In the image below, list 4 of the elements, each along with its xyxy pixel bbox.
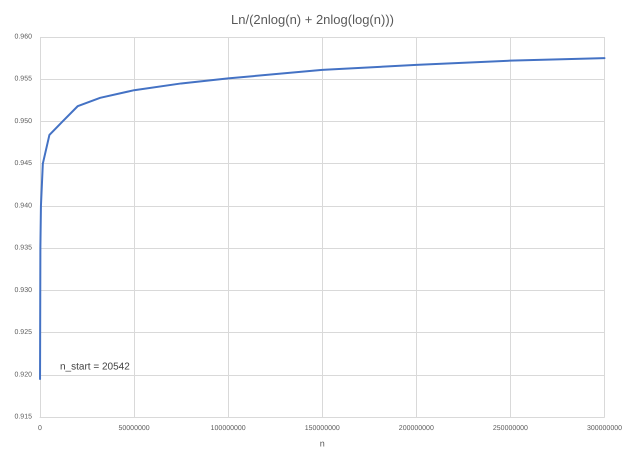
x-axis-title: n — [320, 438, 325, 448]
line-series — [39, 57, 606, 380]
annotation: n_start = 20542 — [60, 362, 130, 372]
chart-title: Ln/(2nlog(n) + 2nlog(log(n))) — [231, 12, 394, 27]
